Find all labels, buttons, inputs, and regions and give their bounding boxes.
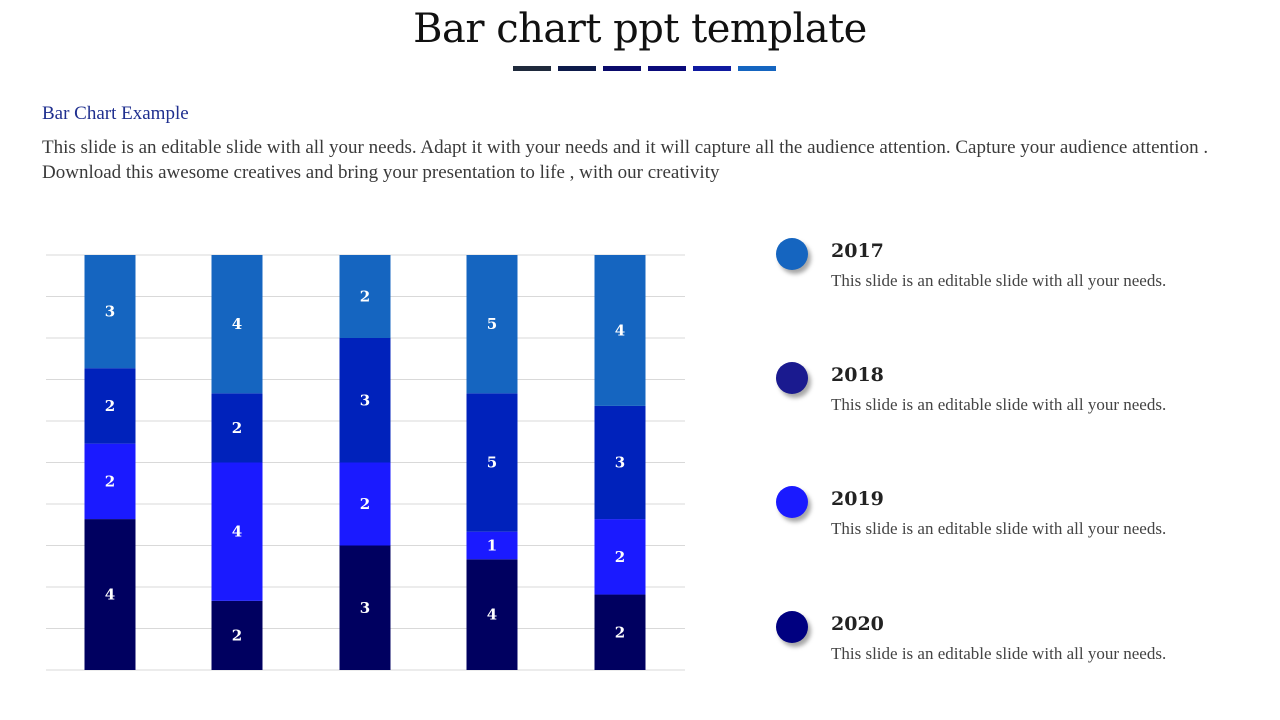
bar-segment-2018 [466, 393, 518, 532]
title-bar-3 [603, 66, 641, 71]
bar-value-label: 2 [232, 419, 242, 437]
bar-segment-2017 [466, 255, 518, 394]
bar-value-label: 4 [615, 321, 625, 339]
bar-segment-2019 [466, 531, 518, 560]
bar-segment-2019 [84, 443, 136, 520]
bar-segment-2017 [211, 255, 263, 394]
bar-segment-2018 [84, 368, 136, 444]
legend-year: 2018 [831, 364, 884, 386]
bar-value-label: 2 [615, 548, 625, 566]
title-bar-6 [738, 66, 776, 71]
bar-value-label: 3 [615, 454, 625, 472]
bar-value-label: 5 [487, 315, 497, 333]
bar-segment-2017 [84, 255, 136, 369]
bar-segment-2018 [594, 405, 646, 520]
legend-item-2018: 2018 This slide is an editable slide wit… [776, 362, 1196, 452]
legend-dot-icon [776, 238, 808, 270]
bar-value-label: 4 [105, 586, 115, 604]
bar-segment-2019 [339, 462, 391, 546]
slide-title: Bar chart ppt template [413, 6, 867, 52]
bar-segment-2020 [466, 559, 518, 670]
bar-segment-2020 [211, 600, 263, 670]
title-bar-2 [558, 66, 596, 71]
bar-segment-2017 [594, 255, 646, 406]
title-bar-1 [513, 66, 551, 71]
legend-text: This slide is an editable slide with all… [831, 395, 1167, 414]
legend-year: 2020 [831, 613, 884, 635]
legend-dot-icon [776, 611, 808, 643]
bar-value-label: 5 [487, 454, 497, 472]
bar-segment-2018 [211, 393, 263, 463]
bar-segment-2018 [339, 338, 391, 463]
slide-description: This slide is an editable slide with all… [42, 137, 1209, 183]
bar-segment-2020 [339, 545, 391, 670]
bar-value-label: 3 [105, 303, 115, 321]
title-bar-4 [648, 66, 686, 71]
bar-value-label: 2 [105, 397, 115, 415]
title-bar-5 [693, 66, 731, 71]
legend-item-2019: 2019 This slide is an editable slide wit… [776, 486, 1196, 576]
bar-value-label: 3 [360, 391, 370, 409]
bar-value-label: 4 [232, 523, 242, 541]
legend-item-2020: 2020 This slide is an editable slide wit… [776, 611, 1196, 701]
bar-value-label: 4 [232, 315, 242, 333]
bar-segment-2020 [594, 594, 646, 670]
title-underline-bars [513, 66, 776, 71]
bar-value-label: 2 [615, 623, 625, 641]
bar-value-label: 2 [360, 288, 370, 306]
chart-subtitle: Bar Chart Example [42, 103, 189, 124]
bar-value-label: 4 [487, 606, 497, 624]
legend-year: 2017 [831, 240, 884, 262]
bar-segment-2019 [594, 519, 646, 595]
legend-text: This slide is an editable slide with all… [831, 519, 1167, 538]
bar-value-label: 3 [360, 599, 370, 617]
legend-dot-icon [776, 486, 808, 518]
legend-text: This slide is an editable slide with all… [831, 644, 1167, 663]
bar-segment-2019 [211, 462, 263, 601]
legend-item-2017: 2017 This slide is an editable slide wit… [776, 238, 1196, 328]
bar-segment-2020 [84, 519, 136, 670]
legend-year: 2019 [831, 488, 884, 510]
bar-value-label: 2 [360, 495, 370, 513]
bar-segment-2017 [339, 255, 391, 338]
bar-value-label: 1 [487, 537, 497, 555]
bar-value-label: 2 [105, 472, 115, 490]
legend-dot-icon [776, 362, 808, 394]
legend-text: This slide is an editable slide with all… [831, 271, 1167, 290]
bar-value-label: 2 [232, 626, 242, 644]
